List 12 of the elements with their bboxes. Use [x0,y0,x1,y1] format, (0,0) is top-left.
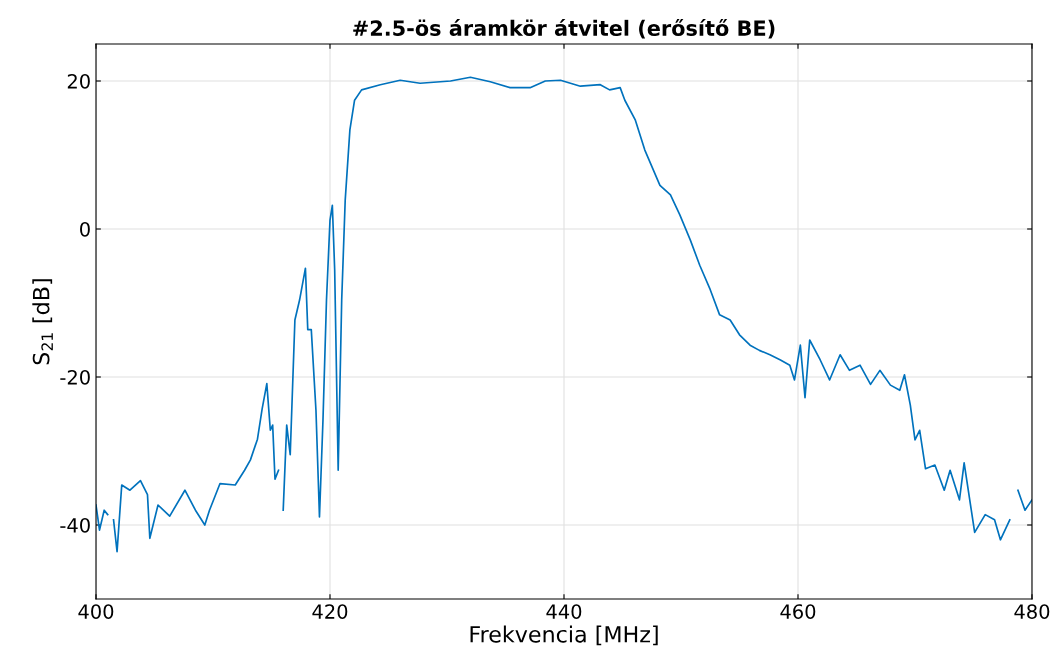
x-tick-label: 460 [780,604,816,619]
y-tick-label: -20 [60,369,90,385]
x-axis-title: Frekvencia [MHz] [470,625,658,646]
x-tick-label: 400 [78,604,114,619]
y-tick-label: 0 [80,221,90,237]
x-tick-label: 420 [312,604,348,619]
y-axis-title: S$_{21}$ [dB] [32,279,53,365]
x-tick-label: 480 [1014,604,1050,619]
y-tick-label: 20 [67,73,90,89]
x-tick-label: 440 [546,604,582,619]
chart-title: #2.5-ös áramkör átvitel (erősítő BE) [353,19,775,39]
y-tick-label: -40 [60,517,90,533]
